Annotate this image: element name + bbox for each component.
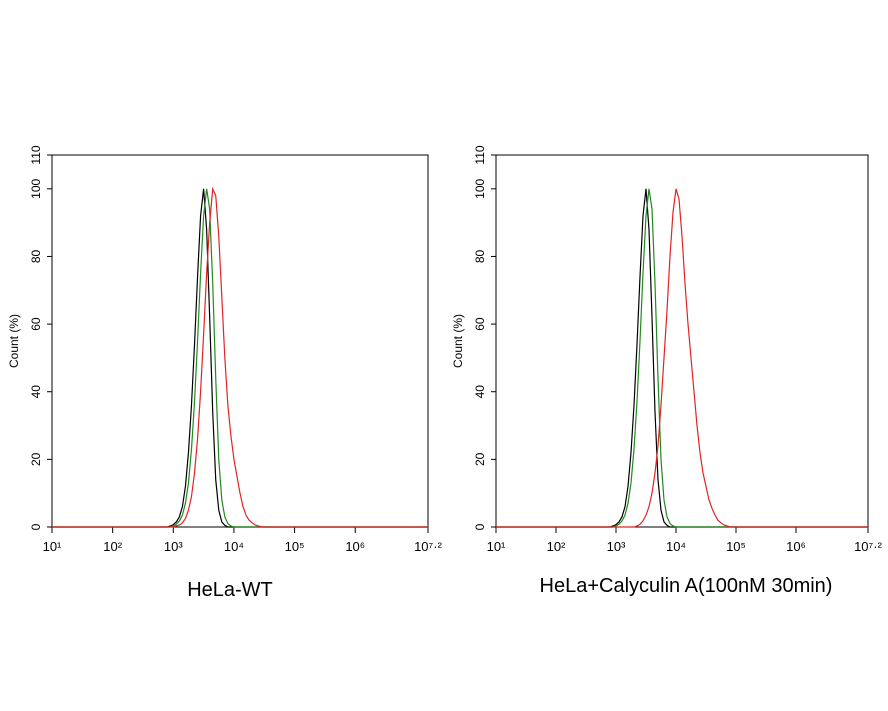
- y-axis-label: Count (%): [451, 314, 465, 368]
- y-tick-label: 80: [473, 249, 487, 263]
- y-tick-label: 100: [473, 178, 487, 198]
- y-tick-label: 20: [473, 452, 487, 466]
- chart-caption: HeLa-WT: [187, 579, 273, 601]
- x-tick-label: 10⁶: [345, 539, 365, 554]
- y-tick-label: 80: [29, 249, 43, 263]
- y-tick-label: 100: [29, 178, 43, 198]
- x-tick-label: 10⁴: [666, 539, 686, 554]
- y-tick-label: 110: [473, 145, 487, 164]
- y-tick-label: 110: [29, 145, 43, 164]
- y-tick-label: 0: [473, 523, 487, 530]
- histogram-line: [496, 188, 868, 528]
- x-tick-label: 10²: [547, 539, 566, 554]
- y-tick-label: 40: [29, 385, 43, 399]
- y-tick-label: 60: [29, 317, 43, 331]
- histogram-line: [496, 188, 868, 528]
- x-tick-label: 10⁵: [726, 539, 746, 554]
- y-tick-label: 0: [29, 523, 43, 530]
- x-tick-label: 10³: [607, 539, 626, 554]
- x-tick-label: 10⁷·²: [854, 539, 882, 554]
- chart-caption: HeLa+Calyculin A(100nM 30min): [540, 575, 833, 597]
- x-tick-label: 10⁴: [224, 539, 244, 554]
- x-tick-label: 10¹: [487, 539, 506, 554]
- x-tick-label: 10²: [103, 539, 122, 554]
- y-tick-label: 60: [473, 317, 487, 331]
- plot-frame: [495, 154, 869, 528]
- y-axis-label: Count (%): [7, 314, 21, 368]
- x-tick-label: 10¹: [43, 539, 62, 554]
- y-tick-label: 20: [29, 452, 43, 466]
- histogram-line: [52, 188, 428, 528]
- plot-frame: [51, 154, 429, 528]
- y-tick-label: 40: [473, 385, 487, 399]
- x-tick-label: 10⁵: [285, 539, 305, 554]
- histogram-line: [52, 186, 428, 528]
- x-tick-label: 10⁶: [786, 539, 806, 554]
- histogram-line: [52, 188, 428, 528]
- x-tick-label: 10³: [164, 539, 183, 554]
- x-tick-label: 10⁷·²: [414, 539, 442, 554]
